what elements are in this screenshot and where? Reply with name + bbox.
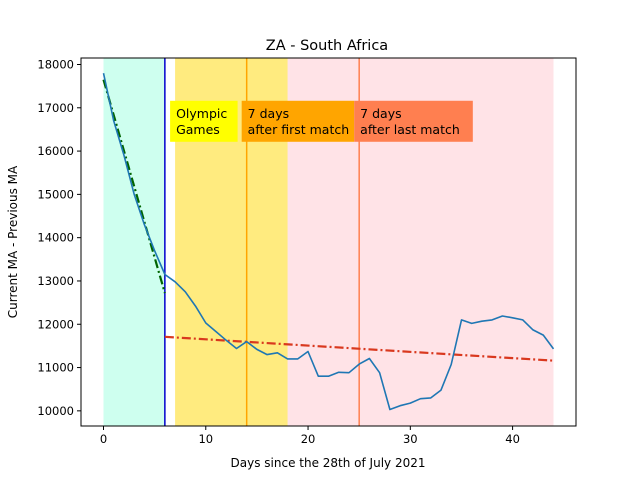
- y-axis-label: Current MA - Previous MA: [6, 165, 20, 318]
- y-tick-label: 11000: [37, 361, 74, 375]
- annotation-box-1: [170, 100, 238, 142]
- annotation-text-3-1: 7 days: [360, 106, 401, 121]
- annotation-text-2-1: 7 days: [248, 106, 289, 121]
- annotation-box-2: [241, 100, 355, 142]
- annotation-text-1-2: Games: [176, 122, 220, 137]
- x-tick-label: 20: [301, 432, 316, 446]
- chart-title: ZA - South Africa: [266, 38, 388, 54]
- x-tick-label: 0: [100, 432, 107, 446]
- annotation-text-3-2: after last match: [360, 122, 460, 137]
- y-tick-label: 12000: [37, 317, 74, 331]
- annotation-text-2-2: after first match: [248, 122, 349, 137]
- annotation-box-3: [354, 100, 473, 142]
- y-tick-label: 16000: [37, 144, 74, 158]
- plot-frame: [80, 57, 577, 427]
- x-tick-label: 40: [505, 432, 520, 446]
- trend-line-1: [102, 79, 166, 294]
- x-axis-label: Days since the 28th of July 2021: [231, 456, 426, 470]
- y-tick-label: 17000: [37, 101, 74, 115]
- y-tick-label: 13000: [37, 274, 74, 288]
- y-tick-label: 10000: [37, 404, 74, 418]
- x-tick-label: 30: [403, 432, 418, 446]
- annotation-text-1-1: Olympic: [176, 106, 227, 121]
- trend-line-2: [164, 335, 554, 362]
- series-line-1: [102, 73, 555, 411]
- y-tick-label: 14000: [37, 231, 74, 245]
- x-tick-label: 10: [198, 432, 213, 446]
- y-tick-label: 15000: [37, 187, 74, 201]
- y-tick-label: 18000: [37, 57, 74, 71]
